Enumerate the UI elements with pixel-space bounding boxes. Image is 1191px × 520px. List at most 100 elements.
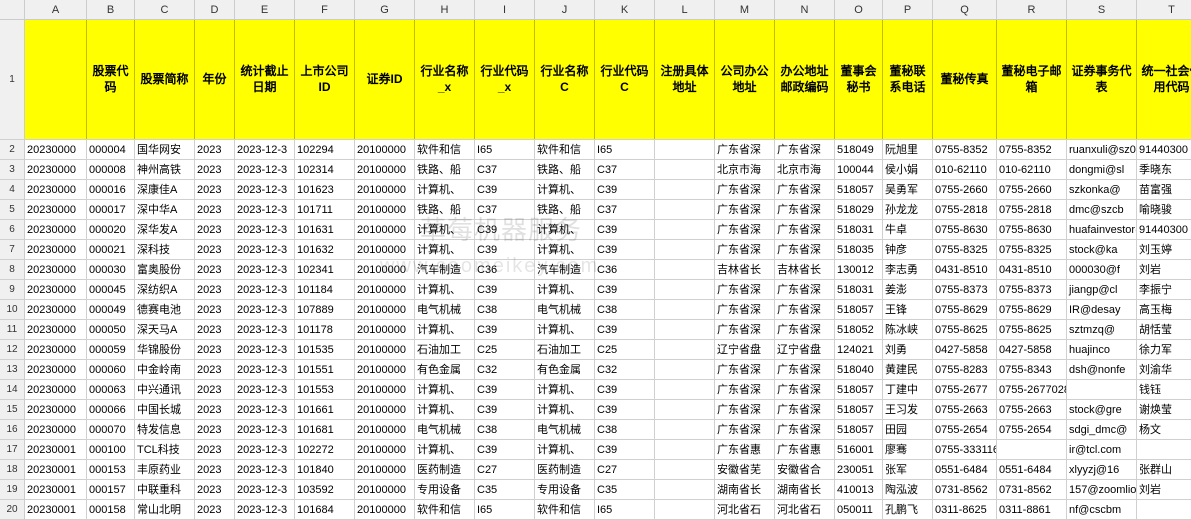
data-cell[interactable]: 常山北明	[135, 500, 195, 519]
data-cell[interactable]: 广东省深	[775, 380, 835, 399]
data-cell[interactable]: 中联重科	[135, 480, 195, 499]
data-cell[interactable]: 软件和信	[415, 500, 475, 519]
data-cell[interactable]: 富奥股份	[135, 260, 195, 279]
data-cell[interactable]: C39	[595, 180, 655, 199]
data-cell[interactable]: 0755-8629	[997, 300, 1067, 319]
data-cell[interactable]: 钟彦	[883, 240, 933, 259]
data-cell[interactable]: 辽宁省盘	[775, 340, 835, 359]
data-cell[interactable]: 计算机、	[415, 180, 475, 199]
data-cell[interactable]: 阮旭里	[883, 140, 933, 159]
data-cell[interactable]	[655, 400, 715, 419]
data-cell[interactable]: 000049	[87, 300, 135, 319]
data-cell[interactable]: 103592	[295, 480, 355, 499]
data-cell[interactable]: 丁建中	[883, 380, 933, 399]
data-cell[interactable]: 广东省深	[775, 420, 835, 439]
data-cell[interactable]: 廖骞	[883, 440, 933, 459]
data-cell[interactable]: C35	[595, 480, 655, 499]
data-cell[interactable]: 铁路、船	[415, 160, 475, 179]
data-cell[interactable]: 101631	[295, 220, 355, 239]
data-cell[interactable]: 广东省深	[775, 280, 835, 299]
data-cell[interactable]: C39	[475, 220, 535, 239]
data-cell[interactable]: 20100000	[355, 320, 415, 339]
data-cell[interactable]: 广东省深	[715, 220, 775, 239]
data-cell[interactable]: 0755-26770286	[997, 380, 1067, 399]
data-cell[interactable]: 0755-2677	[933, 380, 997, 399]
data-cell[interactable]: 101711	[295, 200, 355, 219]
data-cell[interactable]: 0755-8373	[933, 280, 997, 299]
header-cell[interactable]: 统一社会信用代码	[1137, 20, 1191, 139]
data-cell[interactable]: 广东省惠	[715, 440, 775, 459]
data-cell[interactable]: 2023-12-3	[235, 260, 295, 279]
data-cell[interactable]: 季晓东	[1137, 160, 1191, 179]
data-cell[interactable]: 20100000	[355, 160, 415, 179]
data-cell[interactable]: 101684	[295, 500, 355, 519]
data-cell[interactable]: 2023-12-3	[235, 140, 295, 159]
data-cell[interactable]: C32	[595, 360, 655, 379]
data-cell[interactable]: 100044	[835, 160, 883, 179]
column-letter[interactable]: O	[835, 0, 883, 19]
data-cell[interactable]	[655, 340, 715, 359]
data-cell[interactable]: 广东省深	[715, 200, 775, 219]
data-cell[interactable]: 000020	[87, 220, 135, 239]
header-cell[interactable]: 董事会秘书	[835, 20, 883, 139]
data-cell[interactable]: 刘渝华	[1137, 360, 1191, 379]
data-cell[interactable]: dongmi@sl	[1067, 160, 1137, 179]
data-cell[interactable]: 0427-5858	[933, 340, 997, 359]
data-cell[interactable]: C39	[595, 240, 655, 259]
data-cell[interactable]: 刘岩	[1137, 480, 1191, 499]
data-cell[interactable]: 黄建民	[883, 360, 933, 379]
data-cell[interactable]: 2023-12-3	[235, 180, 295, 199]
data-cell[interactable]: 广东省深	[715, 380, 775, 399]
header-cell[interactable]: 行业名称_x	[415, 20, 475, 139]
data-cell[interactable]: C39	[475, 280, 535, 299]
data-cell[interactable]: 010-62110	[933, 160, 997, 179]
data-cell[interactable]	[997, 440, 1067, 459]
column-letter[interactable]: P	[883, 0, 933, 19]
data-cell[interactable]: 医药制造	[415, 460, 475, 479]
data-cell[interactable]: 20230000	[25, 380, 87, 399]
data-cell[interactable]: 2023	[195, 340, 235, 359]
header-cell[interactable]: 年份	[195, 20, 235, 139]
data-cell[interactable]: 中国长城	[135, 400, 195, 419]
data-cell[interactable]: 专用设备	[415, 480, 475, 499]
data-cell[interactable]: 2023	[195, 140, 235, 159]
data-cell[interactable]: 电气机械	[535, 420, 595, 439]
data-cell[interactable]: 有色金属	[535, 360, 595, 379]
data-cell[interactable]: 2023-12-3	[235, 280, 295, 299]
data-cell[interactable]: 2023-12-3	[235, 240, 295, 259]
column-letter[interactable]: Q	[933, 0, 997, 19]
data-cell[interactable]: 李振宁	[1137, 280, 1191, 299]
data-cell[interactable]: 20100000	[355, 360, 415, 379]
data-cell[interactable]: 孔鹏飞	[883, 500, 933, 519]
data-cell[interactable]: C39	[595, 280, 655, 299]
header-cell[interactable]: 上市公司ID	[295, 20, 355, 139]
data-cell[interactable]: 20100000	[355, 180, 415, 199]
data-cell[interactable]: 杨文	[1137, 420, 1191, 439]
data-cell[interactable]: 广东省深	[775, 140, 835, 159]
data-cell[interactable]: 2023-12-3	[235, 220, 295, 239]
column-letter[interactable]: S	[1067, 0, 1137, 19]
data-cell[interactable]: 广东省惠	[775, 440, 835, 459]
data-cell[interactable]: 0755-2660	[933, 180, 997, 199]
data-cell[interactable]: 20230000	[25, 260, 87, 279]
data-cell[interactable]: C25	[475, 340, 535, 359]
row-number[interactable]: 2	[0, 140, 25, 159]
data-cell[interactable]: 铁路、船	[535, 160, 595, 179]
column-letter[interactable]: D	[195, 0, 235, 19]
data-cell[interactable]: 陶泓波	[883, 480, 933, 499]
data-cell[interactable]: 电气机械	[415, 300, 475, 319]
header-cell[interactable]: 统计截止日期	[235, 20, 295, 139]
data-cell[interactable]: 软件和信	[535, 140, 595, 159]
data-cell[interactable]: 2023	[195, 280, 235, 299]
data-cell[interactable]: 计算机、	[415, 240, 475, 259]
data-cell[interactable]: C39	[475, 180, 535, 199]
data-cell[interactable]: 0755-33311666	[933, 440, 997, 459]
data-cell[interactable]: 518049	[835, 140, 883, 159]
data-cell[interactable]: 2023-12-3	[235, 320, 295, 339]
header-cell[interactable]: 注册具体地址	[655, 20, 715, 139]
data-cell[interactable]: 000017	[87, 200, 135, 219]
column-letter[interactable]: C	[135, 0, 195, 19]
data-cell[interactable]: 000158	[87, 500, 135, 519]
data-cell[interactable]: 铁路、船	[535, 200, 595, 219]
data-cell[interactable]: 2023-12-3	[235, 500, 295, 519]
